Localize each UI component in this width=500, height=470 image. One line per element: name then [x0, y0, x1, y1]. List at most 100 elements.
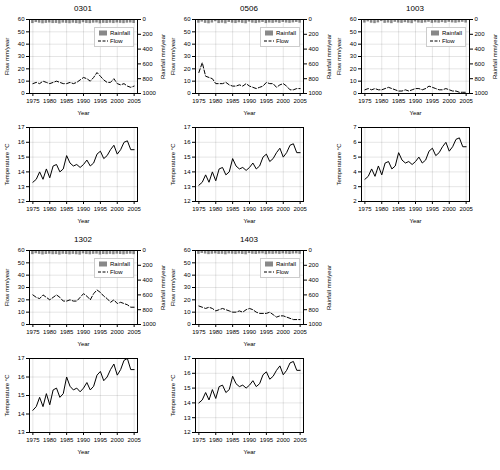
svg-text:1000: 1000: [143, 321, 157, 327]
svg-text:200: 200: [143, 262, 154, 268]
svg-text:Year: Year: [409, 110, 421, 116]
svg-text:600: 600: [475, 61, 486, 67]
svg-text:Rainfall mm/year: Rainfall mm/year: [326, 265, 332, 310]
svg-text:1985: 1985: [60, 206, 74, 212]
svg-text:1985: 1985: [226, 437, 240, 443]
svg-text:50: 50: [350, 29, 357, 35]
svg-text:1000: 1000: [475, 90, 489, 96]
svg-text:Temperature °C: Temperature °C: [4, 374, 10, 417]
svg-text:1000: 1000: [309, 90, 323, 96]
svg-text:1985: 1985: [392, 98, 406, 104]
svg-text:3: 3: [353, 184, 357, 190]
svg-text:13: 13: [18, 429, 25, 435]
svg-text:Year: Year: [243, 341, 255, 347]
svg-text:1995: 1995: [94, 437, 108, 443]
svg-text:1980: 1980: [209, 206, 223, 212]
svg-text:4: 4: [353, 169, 357, 175]
svg-text:Year: Year: [77, 449, 89, 455]
svg-text:400: 400: [309, 277, 320, 283]
svg-text:Temperature °C: Temperature °C: [170, 374, 176, 417]
svg-text:1990: 1990: [409, 206, 423, 212]
svg-text:60: 60: [350, 16, 357, 22]
svg-text:1990: 1990: [77, 98, 91, 104]
svg-text:1980: 1980: [375, 206, 389, 212]
svg-text:1995: 1995: [94, 329, 108, 335]
svg-text:2000: 2000: [111, 437, 125, 443]
svg-text:2000: 2000: [277, 329, 291, 335]
svg-text:1975: 1975: [192, 98, 206, 104]
svg-text:Temperature °C: Temperature °C: [4, 143, 10, 186]
svg-text:Rainfall mm/year: Rainfall mm/year: [492, 34, 498, 79]
svg-text:16: 16: [184, 370, 191, 376]
svg-text:2005: 2005: [459, 98, 473, 104]
svg-text:1995: 1995: [94, 98, 108, 104]
svg-text:Flow mm/year: Flow mm/year: [170, 38, 176, 76]
svg-text:800: 800: [309, 307, 320, 313]
svg-text:13: 13: [184, 184, 191, 190]
svg-text:2000: 2000: [443, 98, 457, 104]
svg-text:17: 17: [18, 124, 25, 130]
svg-text:1985: 1985: [60, 98, 74, 104]
svg-text:1975: 1975: [358, 98, 372, 104]
svg-text:17: 17: [184, 124, 191, 130]
svg-text:2000: 2000: [277, 206, 291, 212]
svg-text:1995: 1995: [426, 206, 440, 212]
svg-text:14: 14: [184, 400, 191, 406]
svg-text:14: 14: [184, 169, 191, 175]
svg-text:1985: 1985: [60, 329, 74, 335]
svg-text:800: 800: [309, 76, 320, 82]
svg-text:Rainfall mm/year: Rainfall mm/year: [160, 265, 166, 310]
svg-text:1980: 1980: [43, 329, 57, 335]
svg-text:200: 200: [475, 31, 486, 37]
svg-text:16: 16: [184, 139, 191, 145]
svg-text:2005: 2005: [127, 206, 141, 212]
svg-text:40: 40: [350, 41, 357, 47]
svg-text:400: 400: [143, 46, 154, 52]
svg-text:20: 20: [184, 66, 191, 72]
svg-text:2000: 2000: [111, 329, 125, 335]
svg-text:Year: Year: [243, 110, 255, 116]
svg-text:2005: 2005: [293, 329, 307, 335]
svg-text:1980: 1980: [209, 329, 223, 335]
svg-text:15: 15: [18, 154, 25, 160]
svg-text:1975: 1975: [26, 329, 40, 335]
svg-text:1975: 1975: [192, 437, 206, 443]
svg-text:Rainfall mm/year: Rainfall mm/year: [160, 34, 166, 79]
svg-text:6: 6: [353, 139, 357, 145]
svg-text:1975: 1975: [26, 98, 40, 104]
svg-text:40: 40: [18, 272, 25, 278]
svg-text:20: 20: [18, 66, 25, 72]
svg-text:2000: 2000: [443, 206, 457, 212]
svg-text:14: 14: [18, 411, 25, 417]
svg-text:0: 0: [309, 247, 313, 253]
svg-text:13: 13: [184, 415, 191, 421]
svg-text:400: 400: [475, 46, 486, 52]
svg-text:1990: 1990: [243, 206, 257, 212]
svg-text:40: 40: [184, 272, 191, 278]
svg-text:Year: Year: [409, 218, 421, 224]
svg-text:1995: 1995: [260, 437, 274, 443]
svg-text:20: 20: [184, 297, 191, 303]
svg-text:60: 60: [18, 16, 25, 22]
svg-text:12: 12: [184, 429, 191, 435]
svg-text:13: 13: [18, 184, 25, 190]
svg-text:1000: 1000: [143, 90, 157, 96]
svg-text:600: 600: [143, 292, 154, 298]
svg-text:1995: 1995: [260, 329, 274, 335]
svg-text:Temperature °C: Temperature °C: [336, 143, 342, 186]
svg-text:2005: 2005: [127, 329, 141, 335]
svg-text:Year: Year: [77, 218, 89, 224]
svg-text:1990: 1990: [409, 98, 423, 104]
svg-text:50: 50: [18, 260, 25, 266]
svg-text:30: 30: [184, 284, 191, 290]
svg-text:Rainfall mm/year: Rainfall mm/year: [326, 34, 332, 79]
svg-text:40: 40: [184, 41, 191, 47]
svg-text:1995: 1995: [260, 98, 274, 104]
svg-text:Flow mm/year: Flow mm/year: [336, 38, 342, 76]
svg-text:Year: Year: [243, 218, 255, 224]
svg-text:1990: 1990: [77, 329, 91, 335]
svg-text:10: 10: [184, 309, 191, 315]
svg-text:10: 10: [18, 309, 25, 315]
svg-text:2005: 2005: [459, 206, 473, 212]
svg-text:17: 17: [18, 355, 25, 361]
